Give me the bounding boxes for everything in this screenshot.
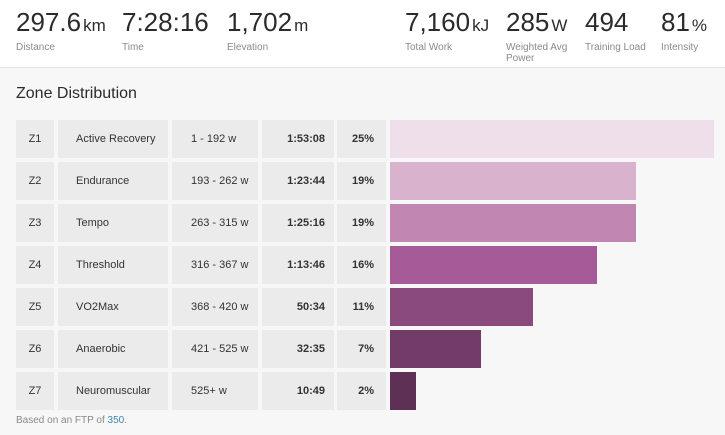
zone-time: 1:25:16 — [262, 204, 334, 242]
zone-name: Neuromuscular — [58, 372, 168, 410]
zone-bar — [390, 162, 636, 200]
zone-id: Z2 — [16, 162, 54, 200]
stat-training-load: 494 Training Load — [585, 7, 646, 53]
ftp-value-link[interactable]: 350 — [107, 415, 125, 426]
zone-power-range: 193 - 262 w — [172, 162, 258, 200]
zone-bar — [390, 204, 636, 242]
zone-id: Z5 — [16, 288, 54, 326]
zone-row-z6: Z6 Anaerobic 421 - 525 w 32:35 7% — [16, 330, 716, 368]
zone-id: Z6 — [16, 330, 54, 368]
zone-name: Tempo — [58, 204, 168, 242]
zone-bar — [390, 330, 481, 368]
zone-id: Z1 — [16, 120, 54, 158]
zone-time: 1:23:44 — [262, 162, 334, 200]
zone-power-range: 263 - 315 w — [172, 204, 258, 242]
zone-row-z3: Z3 Tempo 263 - 315 w 1:25:16 19% — [16, 204, 716, 242]
zone-distribution-panel: Zone Distribution Z1 Active Recovery 1 -… — [0, 69, 725, 435]
stat-time-label: Time — [122, 42, 144, 53]
zone-bar — [390, 288, 533, 326]
zone-name: Active Recovery — [58, 120, 168, 158]
zone-row-z7: Z7 Neuromuscular 525+ w 10:49 2% — [16, 372, 716, 410]
zone-row-z4: Z4 Threshold 316 - 367 w 1:13:46 16% — [16, 246, 716, 284]
stat-elevation-value: 1,702 — [227, 7, 293, 37]
zone-time: 50:34 — [262, 288, 334, 326]
zone-time: 1:13:46 — [262, 246, 334, 284]
stat-weighted-avg-power-unit: W — [551, 16, 568, 35]
zone-distribution-title: Zone Distribution — [16, 85, 137, 102]
zone-power-range: 368 - 420 w — [172, 288, 258, 326]
zone-percent: 2% — [337, 372, 386, 410]
zone-percent: 19% — [337, 204, 386, 242]
summary-stats-bar: 297.6 km Distance 7:28:16 Time 1,702 m Ele… — [0, 0, 725, 68]
zone-row-z1: Z1 Active Recovery 1 - 192 w 1:53:08 25% — [16, 120, 716, 158]
stat-intensity-label: Intensity — [661, 42, 699, 53]
stat-intensity-unit: % — [691, 16, 708, 35]
zone-id: Z7 — [16, 372, 54, 410]
stat-elevation: 1,702 m Elevation — [227, 7, 308, 53]
stat-distance: 297.6 km Distance — [16, 7, 106, 53]
zone-percent: 19% — [337, 162, 386, 200]
zone-percent: 25% — [337, 120, 386, 158]
stat-total-work: 7,160 kJ Total Work — [405, 7, 489, 53]
ftp-note-prefix: Based on an FTP of — [16, 415, 105, 426]
stat-total-work-unit: kJ — [472, 16, 490, 35]
zone-name: Anaerobic — [58, 330, 168, 368]
stat-elevation-unit: m — [294, 16, 309, 35]
zone-time: 10:49 — [262, 372, 334, 410]
stat-weighted-avg-power: 285 W Weighted Avg Power — [506, 7, 568, 64]
stat-training-load-value: 494 — [585, 7, 629, 37]
zone-percent: 7% — [337, 330, 386, 368]
ftp-note-suffix: . — [124, 415, 128, 426]
stat-distance-label: Distance — [16, 42, 55, 53]
zone-power-range: 316 - 367 w — [172, 246, 258, 284]
zone-id: Z4 — [16, 246, 54, 284]
stat-elevation-label: Elevation — [227, 42, 269, 53]
stat-training-load-label: Training Load — [585, 42, 646, 53]
zone-id: Z3 — [16, 204, 54, 242]
ftp-note: Based on an FTP of 350. — [16, 415, 127, 426]
zone-row-z5: Z5 VO2Max 368 - 420 w 50:34 11% — [16, 288, 716, 326]
zone-time: 1:53:08 — [262, 120, 334, 158]
stat-intensity-value: 81 — [661, 7, 690, 37]
zone-power-range: 525+ w — [172, 372, 258, 410]
zone-row-z2: Z2 Endurance 193 - 262 w 1:23:44 19% — [16, 162, 716, 200]
zone-percent: 16% — [337, 246, 386, 284]
stat-intensity: 81% Intensity — [661, 7, 707, 53]
zone-bar — [390, 246, 597, 284]
stat-weighted-avg-power-label: Weighted Avg Power — [506, 42, 568, 64]
zone-name: VO2Max — [58, 288, 168, 326]
stat-weighted-avg-power-value: 285 — [506, 7, 550, 37]
zone-power-range: 421 - 525 w — [172, 330, 258, 368]
zone-time: 32:35 — [262, 330, 334, 368]
stat-total-work-label: Total Work — [405, 42, 453, 53]
stat-total-work-value: 7,160 — [405, 7, 471, 37]
stat-distance-unit: km — [83, 16, 106, 35]
zone-bar — [390, 120, 714, 158]
zone-power-range: 1 - 192 w — [172, 120, 258, 158]
zone-bar — [390, 372, 416, 410]
stat-distance-value: 297.6 — [16, 7, 82, 37]
zone-name: Endurance — [58, 162, 168, 200]
stat-time: 7:28:16 Time — [122, 7, 211, 53]
stat-time-value: 7:28:16 — [122, 7, 209, 37]
zone-name: Threshold — [58, 246, 168, 284]
zone-percent: 11% — [337, 288, 386, 326]
